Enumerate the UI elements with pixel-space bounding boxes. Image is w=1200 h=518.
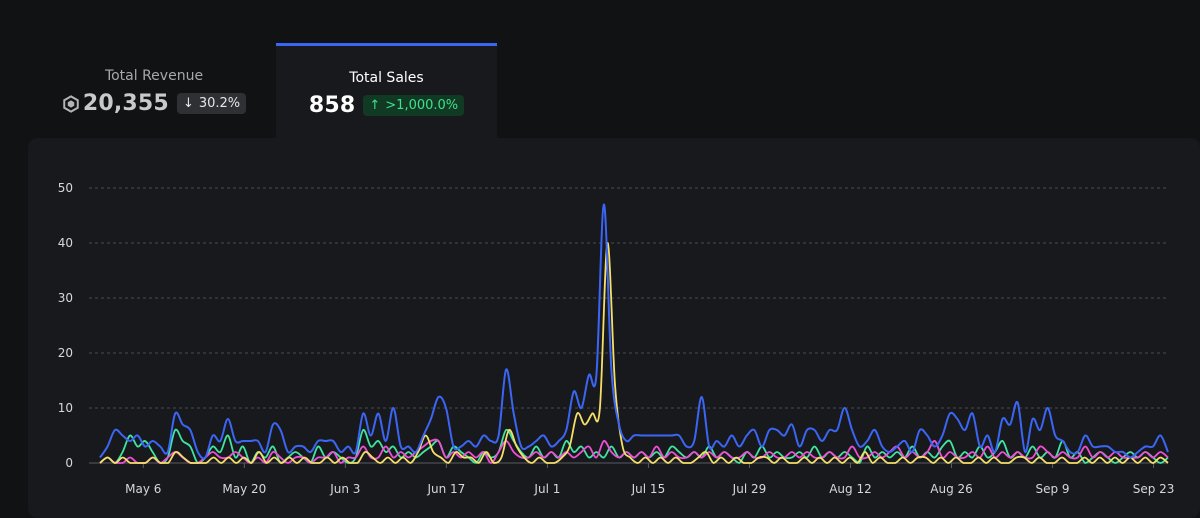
x-tick-label: Aug 26 — [930, 482, 973, 496]
tab-total-revenue[interactable]: Total Revenue 20,355 ↓ 30.2% — [56, 44, 252, 138]
x-tick-label: Jun 17 — [426, 482, 465, 496]
sales-change-badge: ↑ >1,000.0% — [363, 95, 465, 116]
x-tick-label: Jun 3 — [329, 482, 360, 496]
total-sales-value: 858 — [308, 93, 356, 118]
tab-label: Total Sales — [349, 70, 424, 86]
series-line — [99, 242, 1169, 464]
total-revenue-value: 20,355 — [82, 91, 169, 116]
sales-line-chart[interactable]: 0 10 20 30 40 50 May 6 May 20 Jun 3 Jun 17 Jul 1 Ju… — [0, 0, 1200, 505]
arrow-up-icon: ↑ — [369, 98, 381, 113]
y-tick-label: 50 — [58, 181, 73, 195]
sales-change-value: >1,000.0% — [385, 98, 459, 113]
token-icon — [63, 94, 79, 113]
y-tick-label: 0 — [65, 456, 73, 470]
series-line — [99, 203, 1169, 460]
arrow-down-icon: ↓ — [182, 96, 194, 111]
y-tick-label: 30 — [58, 291, 73, 305]
x-tick-label: Aug 12 — [829, 482, 872, 496]
tab-value-row: 858 ↑ >1,000.0% — [308, 93, 465, 118]
tab-total-sales[interactable]: Total Sales 858 ↑ >1,000.0% — [276, 43, 497, 140]
revenue-change-badge: ↓ 30.2% — [176, 93, 247, 114]
x-tick-label: Sep 9 — [1036, 482, 1070, 496]
y-tick-label: 40 — [58, 236, 73, 250]
x-tick-label: Sep 23 — [1133, 482, 1175, 496]
tab-label: Total Revenue — [104, 68, 204, 84]
x-tick-label: Jul 15 — [631, 482, 666, 496]
x-tick-label: May 6 — [125, 482, 161, 496]
x-tick-label: Jul 1 — [533, 482, 560, 496]
x-tick-label: May 20 — [222, 482, 266, 496]
y-tick-label: 10 — [58, 401, 73, 415]
y-tick-label: 20 — [58, 346, 73, 360]
tab-value-row: 20,355 ↓ 30.2% — [62, 91, 247, 116]
x-tick-label: Jul 29 — [732, 482, 767, 496]
series-line — [99, 438, 1169, 464]
revenue-change-value: 30.2% — [198, 96, 241, 111]
